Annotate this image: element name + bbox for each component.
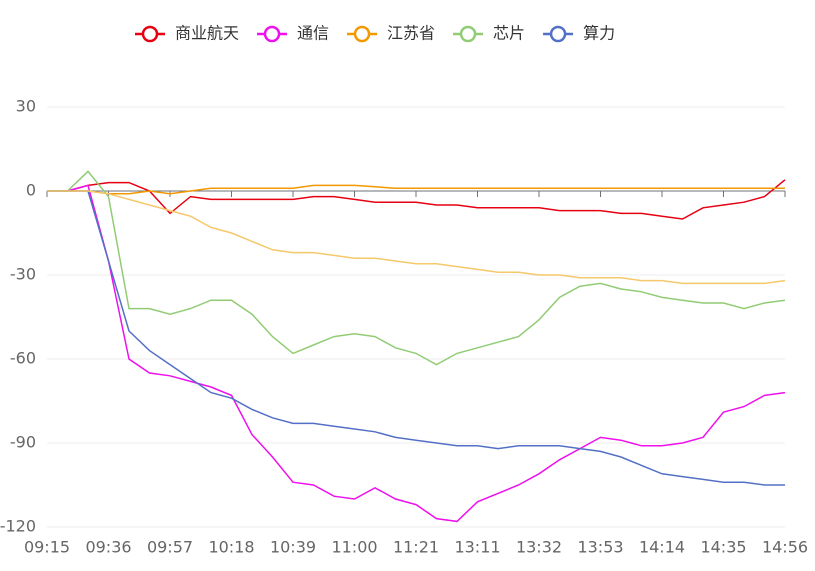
x-tick-label: 13:11: [454, 538, 500, 557]
x-tick-label: 10:18: [208, 538, 254, 557]
legend-item: 商业航天: [135, 24, 239, 43]
x-tick-label: 14:35: [700, 538, 746, 557]
x-tick-label: 09:57: [147, 538, 193, 557]
series-line: [47, 184, 786, 523]
x-tick-label: 09:15: [24, 538, 70, 557]
x-tick-label: 11:00: [331, 538, 377, 557]
x-tick-label: 13:53: [577, 538, 623, 557]
legend-item: 芯片: [453, 24, 525, 43]
legend-label: 商业航天: [175, 24, 239, 43]
legend-marker: [549, 25, 567, 43]
legend-item: 通信: [257, 24, 329, 43]
series-line: [47, 170, 786, 366]
y-tick-label: -120: [0, 517, 36, 536]
x-tick-label: 14:56: [762, 538, 808, 557]
y-tick-label: 0: [26, 181, 36, 200]
y-tick-label: 30: [16, 97, 36, 116]
x-tick-label: 13:32: [516, 538, 562, 557]
legend-label: 通信: [297, 24, 329, 43]
series-line: [47, 184, 785, 195]
legend-marker: [141, 25, 159, 43]
x-tick-label: 10:39: [270, 538, 316, 557]
x-tick-label: 14:14: [639, 538, 685, 557]
series-line: [47, 190, 786, 285]
legend-label: 算力: [583, 24, 615, 43]
legend-marker: [353, 25, 371, 43]
x-tick-label: 11:21: [393, 538, 439, 557]
legend-marker: [263, 25, 281, 43]
y-tick-label: -90: [10, 433, 36, 452]
y-tick-label: -60: [10, 349, 36, 368]
x-tick-label: 09:36: [85, 538, 131, 557]
legend-label: 江苏省: [387, 24, 435, 43]
series-line: [47, 190, 785, 486]
legend-label: 芯片: [493, 24, 525, 43]
legend-item: 江苏省: [347, 24, 435, 43]
legend-item: 算力: [543, 24, 615, 43]
series-line: [47, 179, 786, 220]
y-tick-label: -30: [10, 265, 36, 284]
legend-marker: [459, 25, 477, 43]
